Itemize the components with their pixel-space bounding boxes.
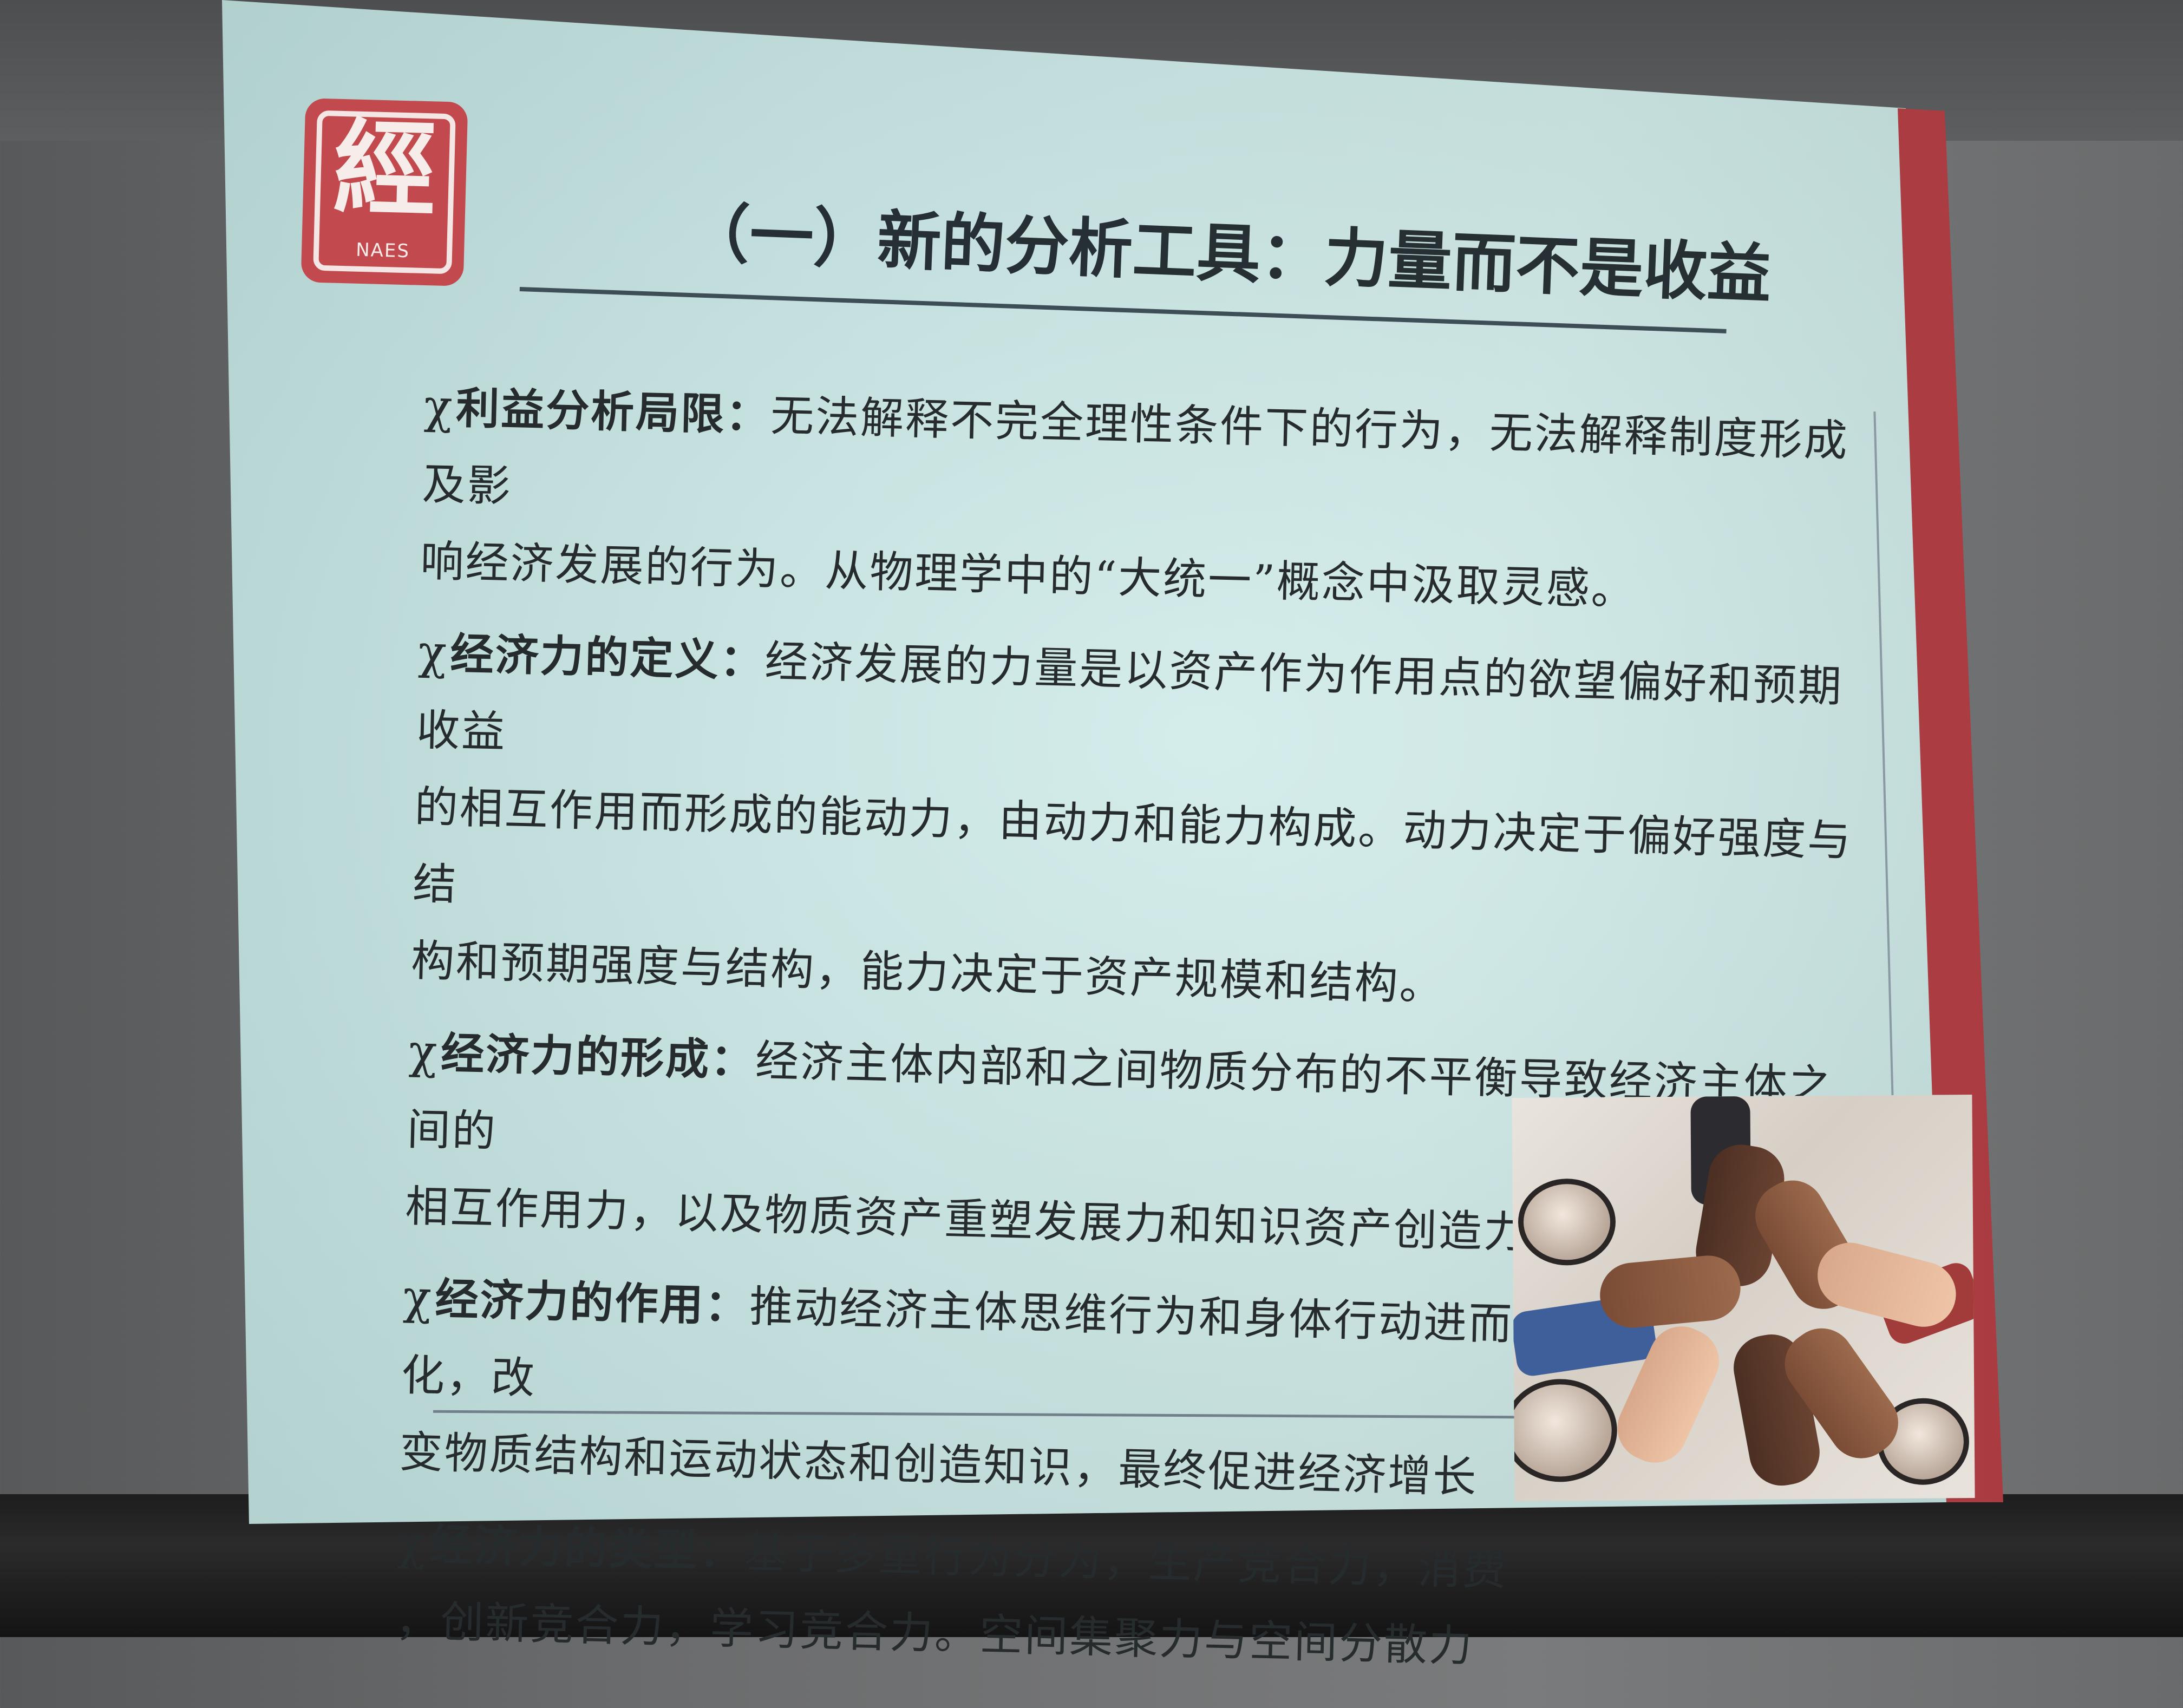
bullet-line: 基于多重行为分为，生产竞合力，消费 [743, 1527, 1508, 1595]
bullet-line: 的相互作用而形成的能动力，由动力和能力构成。动力决定于偏好强度与结 [412, 781, 1853, 910]
bullet-heading: 利益分析局限： [455, 382, 772, 441]
bullet-marker: χ [417, 625, 449, 680]
bullet-marker: χ [402, 1270, 434, 1325]
bullet-line: 构和预期强度与结构，能力决定于资产规模和结构。 [410, 935, 1445, 1010]
naes-seal-icon: 經 NAES [300, 98, 468, 286]
face-top-left [1518, 1178, 1616, 1266]
bullet-heading: 经济力的作用： [434, 1273, 750, 1332]
bullet-line: 变物质结构和运动状态和创造知识，最终促进经济增长 [398, 1426, 1479, 1503]
slide-content: χ利益分析局限：无法解释不完全理性条件下的行为，无法解释制度形成及影 响经济发展… [394, 368, 1886, 1708]
bullet-interest-limits: χ利益分析局限：无法解释不完全理性条件下的行为，无法解释制度形成及影 响经济发展… [420, 368, 1886, 634]
hand-left [1597, 1252, 1743, 1331]
stacked-fists-photo [1512, 1095, 1975, 1501]
bullet-line: 响经济发展的行为。从物理学中的“大统一”概念中汲取灵感。 [420, 535, 1637, 615]
bullet-marker: χ [408, 1024, 440, 1079]
bullet-heading: 经济力的形成： [440, 1028, 756, 1086]
bullet-heading: 经济力的定义： [449, 628, 766, 686]
bullet-marker: χ [396, 1516, 428, 1571]
logo-glyph: 經 [332, 107, 439, 231]
logo-text: NAES [355, 239, 410, 263]
bullet-types: χ经济力的类型：基于多重行为分为，生产竞合力，消费 ，创新竞合力，学习竞合力。空… [395, 1504, 1860, 1694]
bullet-marker: χ [423, 379, 455, 435]
bullet-heading: 经济力的类型： [428, 1519, 744, 1578]
bullet-definition: χ经济力的定义：经济发展的力量是以资产作为作用点的欲望偏好和预期收益 的相互作用… [410, 614, 1881, 1033]
bullet-line: 相互作用力，以及物质资产重塑发展力和知识资产创造力。 [404, 1181, 1574, 1259]
face-bottom-left [1512, 1378, 1618, 1483]
bullet-line: ，创新竞合力，学习竞合力。空间集聚力与空间分散力 [395, 1595, 1475, 1672]
